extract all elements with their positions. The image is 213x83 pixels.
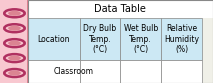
Circle shape	[8, 41, 21, 46]
Text: Classroom: Classroom	[54, 67, 94, 76]
Text: Wet Bulb
Temp.
(°C): Wet Bulb Temp. (°C)	[124, 24, 158, 54]
FancyBboxPatch shape	[27, 0, 28, 83]
FancyBboxPatch shape	[80, 60, 120, 83]
FancyBboxPatch shape	[161, 18, 202, 60]
FancyBboxPatch shape	[120, 60, 161, 83]
FancyBboxPatch shape	[28, 0, 213, 18]
FancyBboxPatch shape	[0, 0, 28, 83]
Circle shape	[8, 56, 21, 61]
FancyBboxPatch shape	[28, 60, 80, 83]
Text: Relative
Humidity
(%): Relative Humidity (%)	[164, 24, 199, 54]
Text: Dry Bulb
Temp.
(°C): Dry Bulb Temp. (°C)	[83, 24, 117, 54]
Text: Data Table: Data Table	[94, 4, 146, 14]
FancyBboxPatch shape	[161, 60, 202, 83]
Circle shape	[8, 71, 21, 76]
Circle shape	[8, 11, 21, 16]
Text: Location: Location	[37, 35, 70, 43]
FancyBboxPatch shape	[28, 18, 80, 60]
Circle shape	[8, 26, 21, 31]
FancyBboxPatch shape	[80, 18, 120, 60]
FancyBboxPatch shape	[120, 18, 161, 60]
